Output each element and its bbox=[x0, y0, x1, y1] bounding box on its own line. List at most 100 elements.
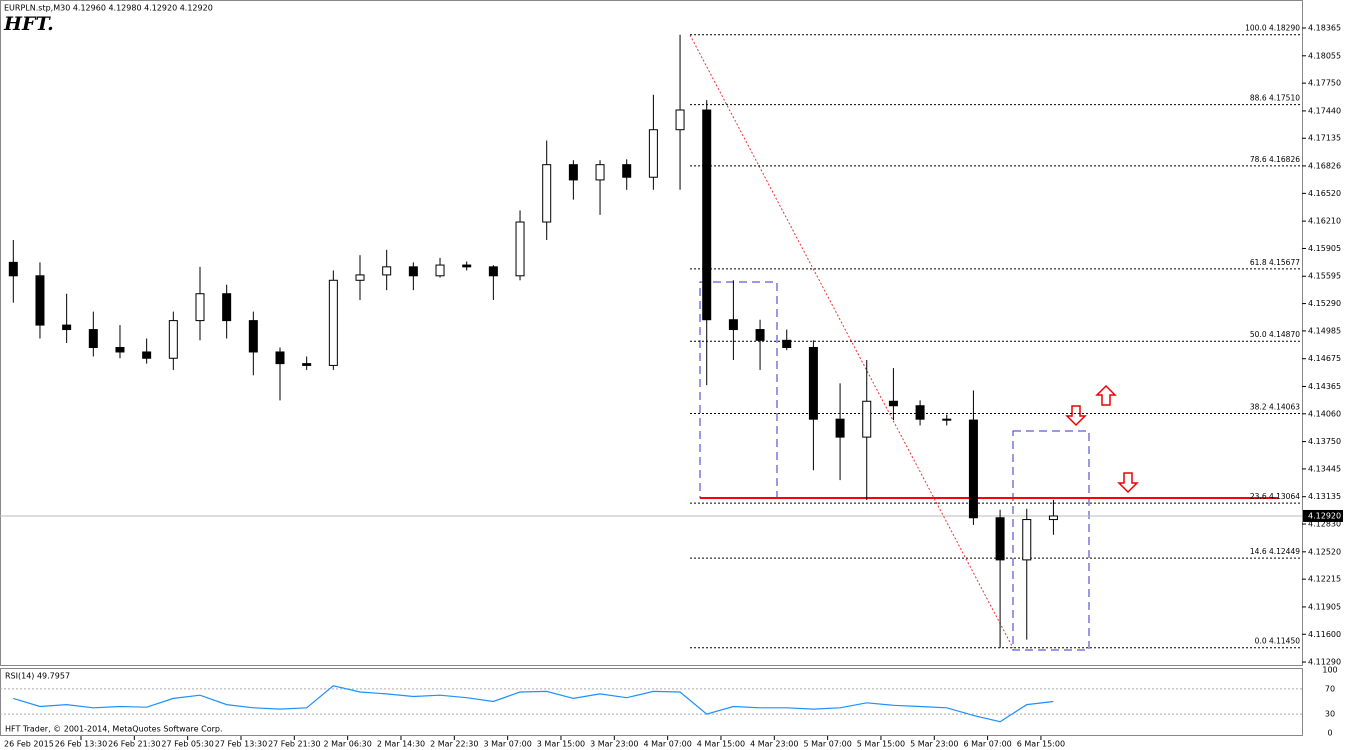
candle-body bbox=[702, 109, 712, 321]
logo: HFT. bbox=[3, 13, 54, 35]
x-tick-label: 5 Mar 23:00 bbox=[910, 740, 958, 749]
candle-body bbox=[462, 264, 472, 268]
x-tick-label: 3 Mar 07:00 bbox=[483, 740, 531, 749]
y-tick-label: 4.13750 bbox=[1308, 437, 1341, 446]
candle-body bbox=[915, 405, 925, 420]
x-tick-label: 5 Mar 07:00 bbox=[803, 740, 851, 749]
fib-label: 100.0 4.18290 bbox=[1245, 24, 1300, 33]
fib-label: 38.2 4.14063 bbox=[1250, 403, 1300, 412]
y-tick-label: 4.11600 bbox=[1308, 630, 1341, 639]
y-tick-label: 4.13445 bbox=[1308, 464, 1341, 473]
candle-body bbox=[675, 109, 685, 131]
fib-label: 88.6 4.17510 bbox=[1250, 94, 1300, 103]
symbol-header: EURPLN.stp,M30 4.12960 4.12980 4.12920 4… bbox=[4, 4, 213, 13]
candle-body bbox=[1048, 515, 1058, 521]
y-tick-label: 4.15290 bbox=[1308, 299, 1341, 308]
fib-label: 23.6 4.13064 bbox=[1250, 492, 1300, 501]
candle-body bbox=[1022, 519, 1032, 561]
x-tick-label: 26 Feb 13:30 bbox=[55, 740, 107, 749]
x-tick-label: 4 Mar 23:00 bbox=[750, 740, 798, 749]
x-tick-label: 27 Feb 21:30 bbox=[268, 740, 320, 749]
current-price-box bbox=[1303, 509, 1343, 522]
candle-body bbox=[942, 418, 952, 421]
y-tick-label: 4.11290 bbox=[1308, 658, 1341, 667]
fib-label: 50.0 4.14870 bbox=[1250, 330, 1300, 339]
y-tick-label: 4.16826 bbox=[1308, 161, 1341, 170]
candle-body bbox=[568, 164, 578, 181]
arrow-up bbox=[1095, 384, 1117, 406]
x-tick-label: 6 Mar 07:00 bbox=[963, 740, 1011, 749]
candle-body bbox=[648, 129, 658, 178]
fib-label: 78.6 4.16826 bbox=[1250, 155, 1300, 164]
candle-body bbox=[595, 164, 605, 181]
rsi-line bbox=[13, 685, 1054, 723]
x-tick-label: 3 Mar 15:00 bbox=[537, 740, 585, 749]
x-tick-label: 4 Mar 15:00 bbox=[697, 740, 745, 749]
candle-body bbox=[488, 266, 498, 277]
candle-body bbox=[35, 275, 45, 326]
candle-body bbox=[862, 400, 872, 438]
candle-body bbox=[248, 320, 258, 353]
rsi-panel bbox=[0, 668, 1303, 736]
y-tick-label: 4.11905 bbox=[1308, 602, 1341, 611]
y-tick-label: 4.17440 bbox=[1308, 106, 1341, 115]
x-tick-label: 5 Mar 15:00 bbox=[857, 740, 905, 749]
y-tick-label: 4.12520 bbox=[1308, 547, 1341, 556]
x-tick-label: 2 Mar 22:30 bbox=[430, 740, 478, 749]
x-tick-label: 26 Feb 2015 bbox=[4, 740, 54, 749]
candle-body bbox=[222, 293, 232, 322]
copyright: HFT Trader, © 2001-2014, MetaQuotes Soft… bbox=[5, 725, 223, 734]
rsi-tick-label: 0 bbox=[1327, 729, 1332, 738]
candle-body bbox=[755, 329, 765, 341]
y-tick-label: 4.17135 bbox=[1308, 134, 1341, 143]
candle-body bbox=[355, 274, 365, 281]
candle-body bbox=[808, 346, 818, 420]
candle-body bbox=[968, 419, 978, 519]
x-tick-label: 27 Feb 13:30 bbox=[215, 740, 267, 749]
rsi-tick-label: 70 bbox=[1325, 684, 1335, 693]
y-tick-label: 4.13135 bbox=[1308, 492, 1341, 501]
x-tick-label: 6 Mar 15:00 bbox=[1017, 740, 1065, 749]
y-tick-label: 4.14060 bbox=[1308, 409, 1341, 418]
candle-body bbox=[835, 418, 845, 438]
rsi-tick-label: 30 bbox=[1325, 710, 1335, 719]
candle-body bbox=[435, 264, 445, 277]
candle-body bbox=[728, 319, 738, 331]
x-tick-label: 2 Mar 06:30 bbox=[323, 740, 371, 749]
main-panel bbox=[0, 0, 1303, 666]
candle-body bbox=[302, 363, 312, 366]
y-tick-label: 4.16520 bbox=[1308, 189, 1341, 198]
x-tick-label: 26 Feb 21:30 bbox=[108, 740, 160, 749]
rsi-title: RSI(14) 49.7957 bbox=[5, 672, 70, 681]
candle-body bbox=[515, 221, 525, 277]
candle-body bbox=[622, 164, 632, 178]
arrow-down bbox=[1065, 405, 1087, 427]
candle-body bbox=[115, 346, 125, 353]
x-tick-label: 27 Feb 05:30 bbox=[161, 740, 213, 749]
y-tick-label: 4.14675 bbox=[1308, 354, 1341, 363]
box-right bbox=[1012, 430, 1090, 651]
fib-label: 61.8 4.15677 bbox=[1250, 258, 1300, 267]
current-price-label: 4.12920 bbox=[1308, 511, 1341, 520]
candle-body bbox=[275, 351, 285, 365]
y-tick-label: 4.17750 bbox=[1308, 79, 1341, 88]
annotations bbox=[689, 34, 1278, 651]
y-tick-label: 4.15595 bbox=[1308, 272, 1341, 281]
y-tick-label: 4.14985 bbox=[1308, 326, 1341, 335]
y-tick-label: 4.16210 bbox=[1308, 217, 1341, 226]
y-tick-label: 4.14365 bbox=[1308, 382, 1341, 391]
rsi-tick-label: 100 bbox=[1322, 666, 1337, 675]
fib-trend-line bbox=[689, 34, 1014, 649]
candle-body bbox=[542, 164, 552, 223]
y-tick-label: 4.12215 bbox=[1308, 575, 1341, 584]
x-tick-label: 4 Mar 07:00 bbox=[643, 740, 691, 749]
arrow-down bbox=[1117, 472, 1139, 494]
candle-body bbox=[62, 324, 72, 331]
x-tick-label: 3 Mar 23:00 bbox=[590, 740, 638, 749]
y-tick-label: 4.12830 bbox=[1308, 520, 1341, 529]
candle-body bbox=[195, 293, 205, 322]
fib-label: 0.0 4.11450 bbox=[1255, 637, 1301, 646]
y-tick-label: 4.15905 bbox=[1308, 244, 1341, 253]
candle-body bbox=[8, 261, 18, 277]
